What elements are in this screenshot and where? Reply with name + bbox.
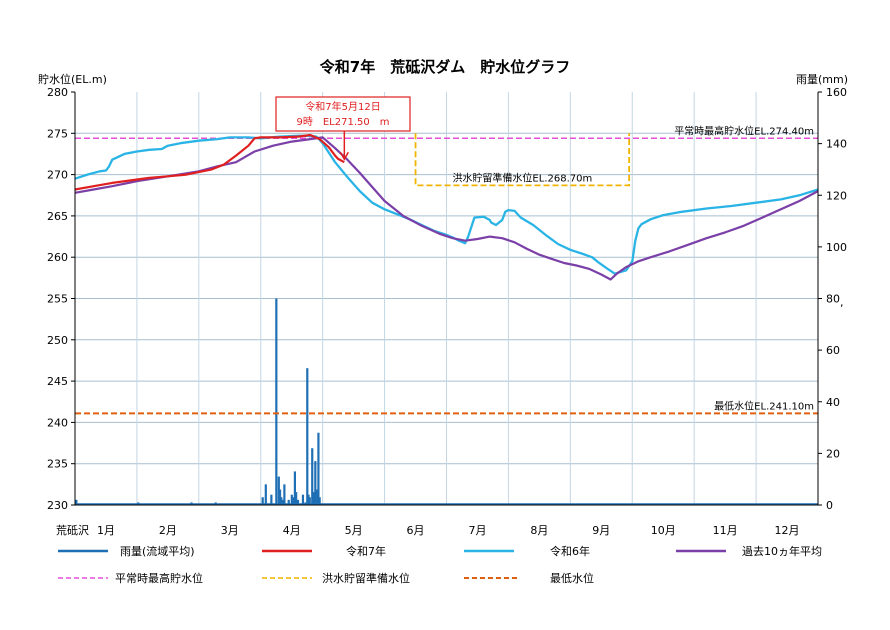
left-tick-label: 230 <box>47 499 68 512</box>
callout-line2: 9時 EL271.50 m <box>297 116 390 128</box>
normal_high-label: 平常時最高貯水位EL.274.40m <box>674 124 814 137</box>
right-tick-label: 100 <box>826 241 847 254</box>
month-label: 7月 <box>468 524 486 537</box>
callout-box <box>275 96 411 132</box>
rain-bar <box>270 494 273 505</box>
month-label: 1月 <box>97 524 115 537</box>
date-callout: 令和7年5月12日 9時 EL271.50 m <box>275 96 411 161</box>
rain-bar <box>283 484 286 505</box>
month-labels: 1月 2月 3月 4月 5月 6月 7月 8月 9月 10月 11月 12月 <box>97 524 800 537</box>
rain-bar <box>287 499 290 505</box>
month-label: 11月 <box>713 524 738 537</box>
right-tick-label: 140 <box>826 138 847 151</box>
rain-bar <box>290 494 293 505</box>
flood-box <box>414 133 631 187</box>
legend-r7-label: 令和7年 <box>346 544 386 558</box>
rain-bar <box>75 499 78 505</box>
legend-avg-label: 過去10ヵ年平均 <box>742 544 822 558</box>
grid <box>75 92 818 505</box>
series-line-avg <box>74 136 819 281</box>
month-label: 8月 <box>530 524 548 537</box>
legend-normal-high-label: 平常時最高貯水位 <box>115 571 203 585</box>
left-tick-label: 235 <box>47 458 68 471</box>
left-tick-label: 245 <box>47 375 68 388</box>
rain-bar <box>311 448 314 505</box>
left-tick-label: 255 <box>47 293 68 306</box>
month-label: 4月 <box>283 524 301 537</box>
legend-flood-label: 洪水貯留準備水位 <box>322 571 410 585</box>
left-tick-labels: 230 235 240 245 250 255 260 265 270 275 280 <box>47 86 75 512</box>
series-lines <box>74 133 819 281</box>
month-label: 6月 <box>407 524 425 537</box>
month-label: 12月 <box>775 524 800 537</box>
rain-bar <box>278 489 282 505</box>
series-line-r7 <box>74 133 345 191</box>
rain-bar <box>292 497 295 505</box>
right-tick-label: 20 <box>826 447 840 460</box>
left-tick-label: 275 <box>47 127 68 140</box>
month-label: 10月 <box>651 524 676 537</box>
legend: 雨量(流域平均) 令和7年 令和6年 過去10ヵ年平均 平常時最高貯水位 洪水貯… <box>58 544 822 585</box>
rain-bar <box>295 492 298 505</box>
right-axis-label: 雨量(mm) <box>796 73 848 86</box>
month-label: 3月 <box>221 524 239 537</box>
right-tick-label: 0 <box>826 499 833 512</box>
min_level-label: 最低水位EL.241.10m <box>714 399 814 412</box>
left-tick-label: 260 <box>47 251 68 264</box>
corner-label: 荒砥沢 <box>56 523 89 537</box>
legend-rain-label: 雨量(流域平均) <box>120 544 195 558</box>
rain-bar <box>293 471 297 505</box>
chart-title: 令和7年 荒砥沢ダム 貯水位グラフ <box>320 58 570 76</box>
rain-bar <box>275 298 278 505</box>
rain-bar <box>282 499 285 505</box>
rain-bar <box>264 484 267 505</box>
rain-bar <box>261 497 264 505</box>
right-tick-label: 80 <box>826 293 840 306</box>
month-label: 5月 <box>345 524 363 537</box>
rain-bar <box>308 497 311 505</box>
left-tick-label: 280 <box>47 86 68 99</box>
rain-bar <box>317 432 320 505</box>
right-tick-label: 120 <box>826 189 847 202</box>
reference-lines: 平常時最高貯水位EL.274.40m 最低水位EL.241.10m 洪水貯留準備水位… <box>75 124 818 415</box>
rain-bar <box>280 497 283 505</box>
left-tick-label: 250 <box>47 334 68 347</box>
right-tick-stray: , <box>840 296 844 309</box>
rain-bar <box>301 494 305 505</box>
right-tick-label: 160 <box>826 86 847 99</box>
callout-line1: 令和7年5月12日 <box>305 100 380 113</box>
right-tick-label: 40 <box>826 396 840 409</box>
flood-box-label: 洪水貯留準備水位EL.268.70m <box>452 171 592 184</box>
rain-bar <box>306 368 309 505</box>
legend-min-label: 最低水位 <box>550 571 594 585</box>
rain-bar <box>316 489 319 505</box>
right-tick-labels: 0 20 40 60 80 100 120 140 160 <box>818 86 847 512</box>
legend-r6-label: 令和6年 <box>550 544 590 558</box>
rain-bar <box>296 499 300 505</box>
rain-bar <box>307 494 310 505</box>
rain-bar <box>318 497 321 505</box>
month-label: 2月 <box>159 524 177 537</box>
left-tick-label: 270 <box>47 169 68 182</box>
left-tick-label: 265 <box>47 210 68 223</box>
left-axis-label: 貯水位(EL.m) <box>38 72 107 86</box>
rain-bar <box>314 461 317 505</box>
right-tick-label: 60 <box>826 344 840 357</box>
rain-bar <box>277 476 280 505</box>
month-label: 9月 <box>592 524 610 537</box>
left-tick-label: 240 <box>47 416 68 429</box>
callout-arrow <box>339 131 349 161</box>
rain-bar <box>312 492 316 505</box>
rain-bars <box>75 298 818 505</box>
